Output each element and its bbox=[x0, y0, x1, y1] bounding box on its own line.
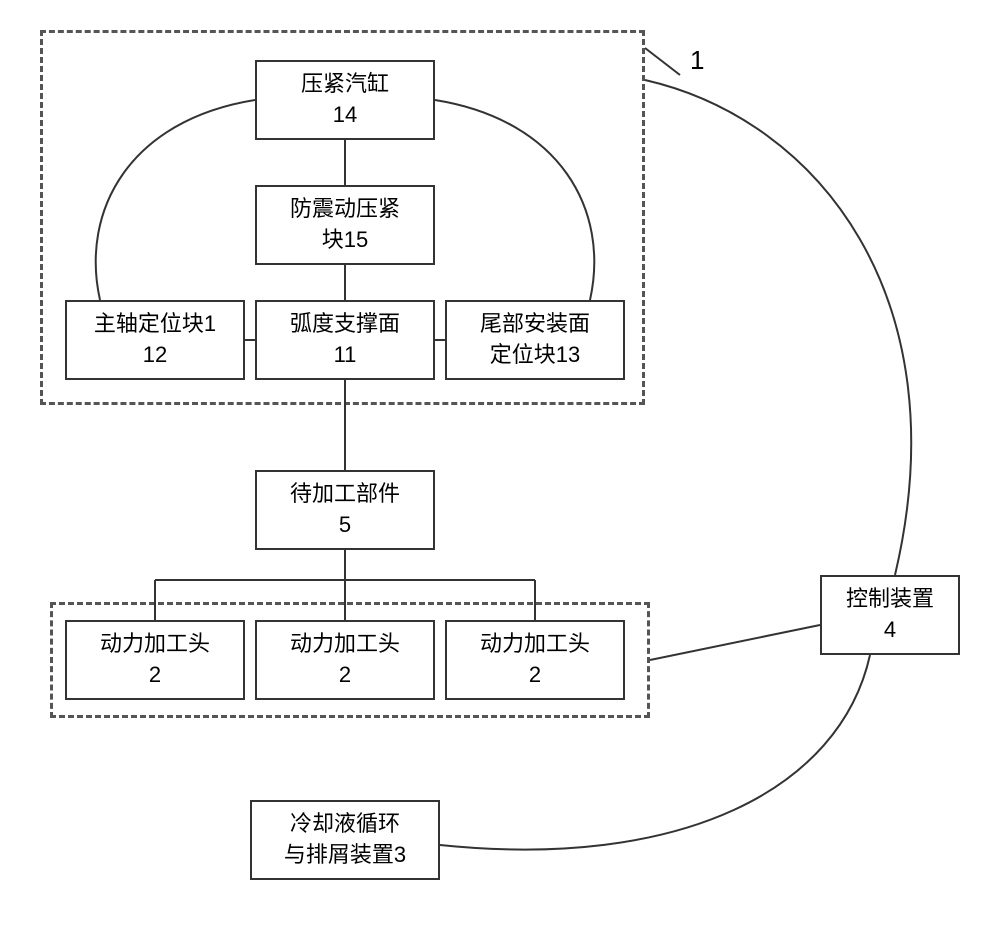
node-power-head-a: 动力加工头 2 bbox=[65, 620, 245, 700]
node-label: 动力加工头 bbox=[100, 629, 210, 660]
node-label: 防震动压紧块15 bbox=[290, 194, 400, 256]
node-label: 动力加工头 bbox=[290, 629, 400, 660]
node-power-head-b: 动力加工头 2 bbox=[255, 620, 435, 700]
node-num: 2 bbox=[339, 660, 351, 691]
node-num: 2 bbox=[149, 660, 161, 691]
node-label: 动力加工头 bbox=[480, 629, 590, 660]
node-control-device-4: 控制装置 4 bbox=[820, 575, 960, 655]
node-label: 主轴定位块1 bbox=[94, 309, 216, 340]
node-num: 5 bbox=[339, 510, 351, 541]
node-num: 11 bbox=[334, 340, 357, 371]
node-num: 12 bbox=[143, 340, 167, 371]
node-arc-support-11: 弧度支撑面 11 bbox=[255, 300, 435, 380]
node-workpiece-5: 待加工部件 5 bbox=[255, 470, 435, 550]
node-coolant-chip-3: 冷却液循环与排屑装置3 bbox=[250, 800, 440, 880]
node-clamp-cylinder-14: 压紧汽缸 14 bbox=[255, 60, 435, 140]
node-num: 14 bbox=[333, 100, 357, 131]
node-label: 控制装置 bbox=[846, 584, 934, 615]
node-spindle-locator-12: 主轴定位块1 12 bbox=[65, 300, 245, 380]
node-num: 4 bbox=[884, 615, 896, 646]
node-num: 2 bbox=[529, 660, 541, 691]
node-label: 弧度支撑面 bbox=[290, 309, 400, 340]
node-label: 冷却液循环与排屑装置3 bbox=[284, 809, 406, 871]
node-label: 尾部安装面定位块13 bbox=[480, 309, 590, 371]
diagram-canvas: 1 压紧汽缸 14 防震动压紧块15 主轴定位块1 12 弧度支撑面 11 尾部… bbox=[0, 0, 1000, 927]
node-label: 压紧汽缸 bbox=[301, 69, 389, 100]
ref-label-1: 1 bbox=[690, 45, 704, 76]
node-antivib-block-15: 防震动压紧块15 bbox=[255, 185, 435, 265]
node-tail-locator-13: 尾部安装面定位块13 bbox=[445, 300, 625, 380]
node-power-head-c: 动力加工头 2 bbox=[445, 620, 625, 700]
node-label: 待加工部件 bbox=[290, 479, 400, 510]
